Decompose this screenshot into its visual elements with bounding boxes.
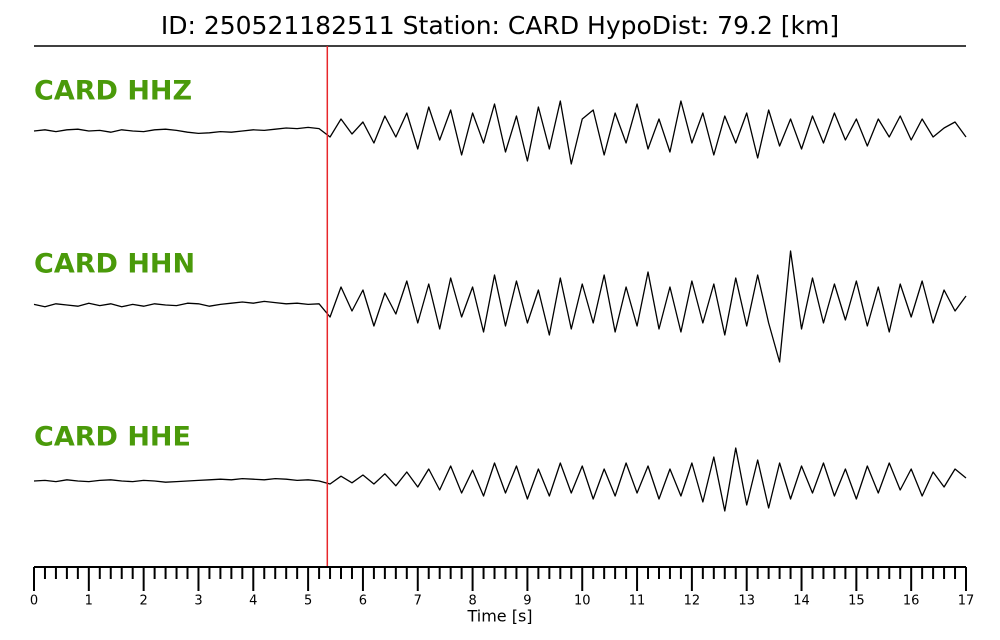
x-tick-label: 15 (848, 594, 865, 609)
x-tick-label: 12 (684, 594, 701, 609)
x-tick-label: 0 (30, 594, 38, 609)
x-tick-label: 17 (958, 594, 975, 609)
x-tick-label: 16 (903, 594, 920, 609)
x-tick-label: 13 (738, 594, 755, 609)
x-tick-label: 14 (793, 594, 810, 609)
x-tick-label: 1 (85, 594, 93, 609)
x-tick-label: 11 (629, 594, 646, 609)
trace-label: CARD HHZ (34, 76, 192, 107)
waveform (33, 100, 967, 165)
x-tick-label: 4 (249, 594, 257, 609)
waveform (33, 447, 967, 512)
trace-label: CARD HHN (34, 249, 195, 280)
trace-label: CARD HHE (34, 422, 191, 453)
x-tick-label: 10 (574, 594, 591, 609)
x-tick-label: 9 (523, 594, 531, 609)
chart-title: ID: 250521182511 Station: CARD HypoDist:… (161, 11, 839, 40)
x-tick-label: 6 (359, 594, 367, 609)
x-tick-label: 8 (468, 594, 476, 609)
x-tick-label: 7 (414, 594, 422, 609)
waveform (33, 250, 967, 363)
x-axis-label: Time [s] (466, 607, 532, 626)
x-tick-label: 5 (304, 594, 312, 609)
x-tick-label: 2 (140, 594, 148, 609)
x-tick-label: 3 (194, 594, 202, 609)
